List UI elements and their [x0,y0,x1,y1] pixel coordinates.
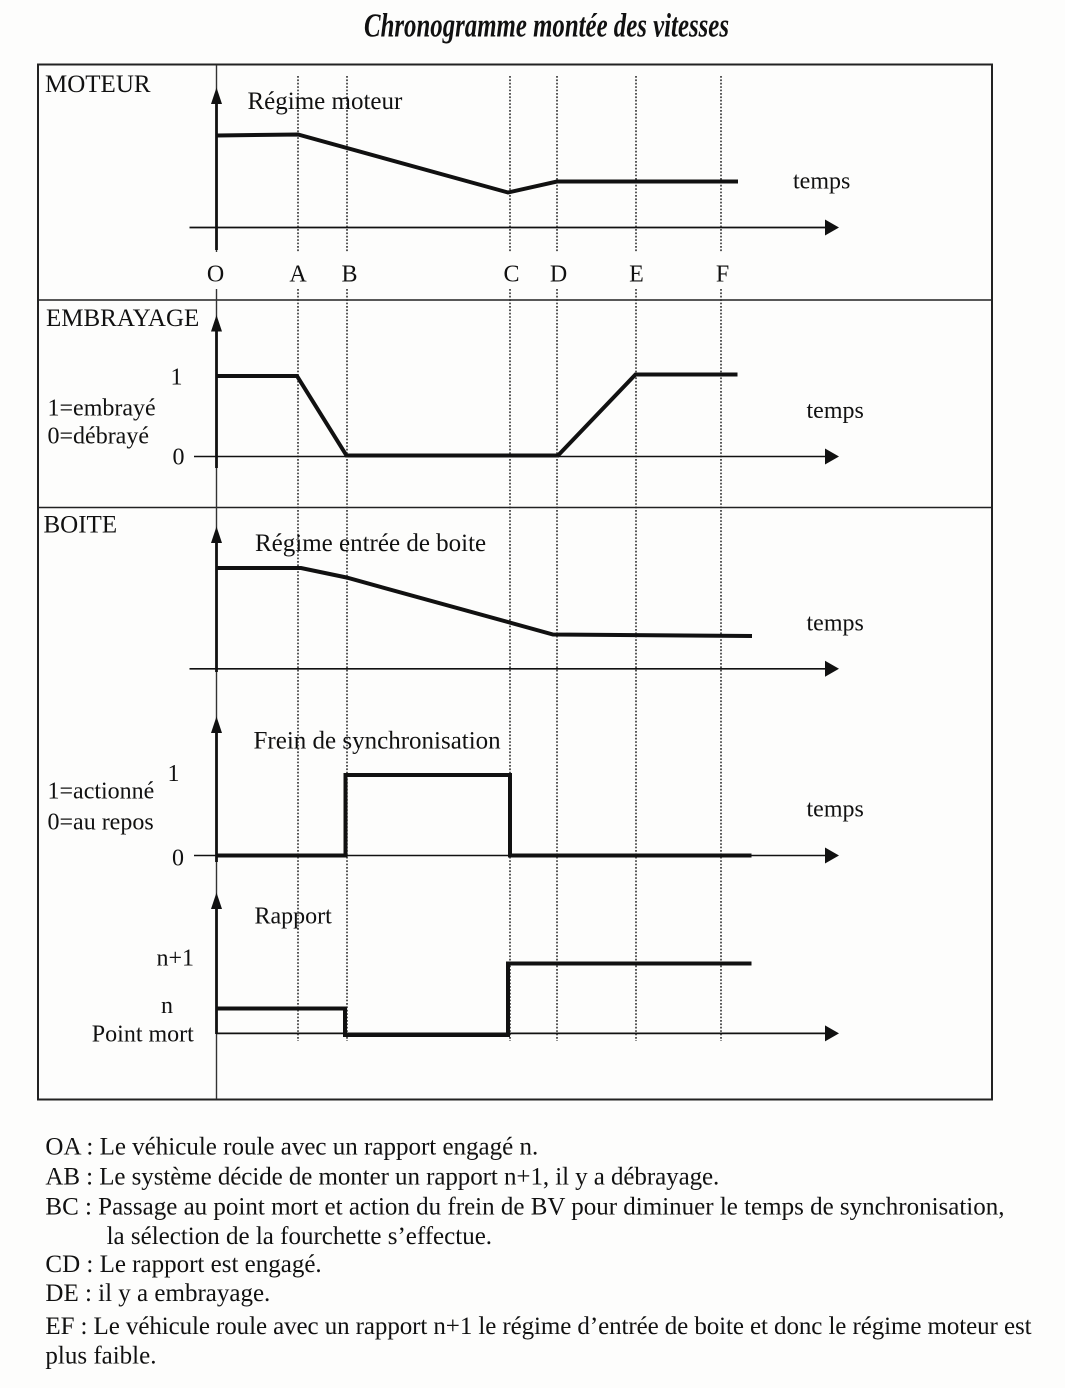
svg-text:B: B [341,262,357,288]
svg-text:E: E [629,262,644,288]
svg-text:Rapport: Rapport [255,904,333,930]
svg-text:Régime moteur: Régime moteur [248,88,403,115]
svg-text:1: 1 [171,365,183,391]
svg-text:0: 0 [173,445,185,471]
svg-text:EMBRAYAGE: EMBRAYAGE [46,305,199,332]
svg-text:n: n [161,993,173,1019]
svg-text:O: O [207,262,224,288]
svg-text:C: C [503,262,519,288]
svg-text:temps: temps [807,797,864,823]
svg-text:MOTEUR: MOTEUR [45,71,151,98]
svg-text:Régime entrée de boite: Régime entrée de boite [255,530,486,557]
svg-text:0=débrayé: 0=débrayé [48,424,149,450]
svg-text:temps: temps [793,169,850,195]
svg-text:plus faible.: plus faible. [45,1343,156,1370]
svg-text:DE : il y a embrayage.: DE : il y a embrayage. [45,1280,270,1307]
svg-text:EF : Le véhicule roule avec un: EF : Le véhicule roule avec un rapport n… [45,1313,1031,1340]
svg-text:temps: temps [807,398,864,424]
svg-text:temps: temps [807,611,864,637]
svg-text:CD : Le rapport est engagé.: CD : Le rapport est engagé. [45,1251,321,1278]
svg-text:AB : Le système décide de mont: AB : Le système décide de monter un rapp… [45,1164,719,1191]
svg-text:0: 0 [172,846,184,872]
svg-text:1=actionné: 1=actionné [48,779,155,805]
svg-text:Point mort: Point mort [92,1022,194,1048]
svg-text:A: A [289,262,307,288]
svg-text:BOITE: BOITE [44,512,118,539]
svg-text:1: 1 [168,761,180,787]
svg-text:D: D [550,262,567,288]
svg-text:Chronogramme montée des vitess: Chronogramme montée des vitesses [364,8,729,45]
svg-text:1=embrayé: 1=embrayé [48,396,156,422]
svg-text:OA : Le véhicule roule avec un: OA : Le véhicule roule avec un rapport e… [45,1134,538,1161]
svg-text:F: F [716,262,729,288]
svg-text:0=au repos: 0=au repos [48,810,154,836]
svg-text:Frein de synchronisation: Frein de synchronisation [254,728,502,755]
svg-text:BC : Passage au point mort et: BC : Passage au point mort et action du … [45,1193,1004,1220]
svg-text:la sélection de la fourchette: la sélection de la fourchette s’effectue… [107,1223,492,1250]
svg-text:n+1: n+1 [157,946,195,972]
